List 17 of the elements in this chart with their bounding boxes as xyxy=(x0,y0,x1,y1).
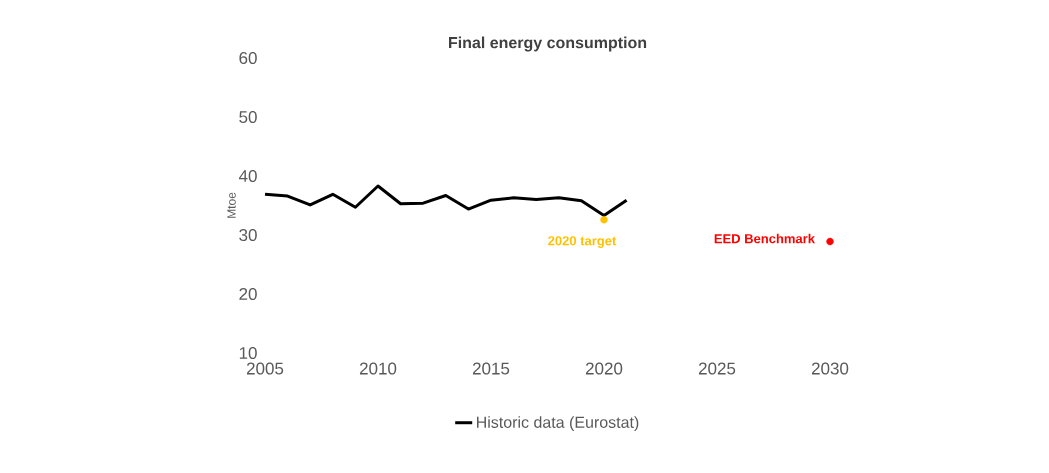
y-axis-title: Mtoe xyxy=(227,192,236,218)
x-tick-label: 2030 xyxy=(811,362,849,375)
y-tick-label: 10 xyxy=(239,346,257,360)
chart-title: Final energy consumption xyxy=(449,36,647,52)
series-label: 2020 target xyxy=(548,236,617,249)
x-tick-label: 2015 xyxy=(472,362,510,375)
series-label: EED Benchmark xyxy=(714,233,815,244)
y-tick-label: 40 xyxy=(238,169,257,183)
legend-label: Historic data (Eurostat) xyxy=(477,416,639,432)
x-tick-label: 2005 xyxy=(246,362,284,375)
x-tick-label: 2010 xyxy=(359,362,397,375)
x-tick-label: 2020 xyxy=(585,362,623,375)
y-tick-label: 30 xyxy=(239,228,257,242)
y-tick-label: 20 xyxy=(239,287,257,301)
y-tick-label: 60 xyxy=(239,51,257,65)
y-tick-label: 50 xyxy=(239,110,257,124)
x-tick-label: 2025 xyxy=(698,362,736,375)
